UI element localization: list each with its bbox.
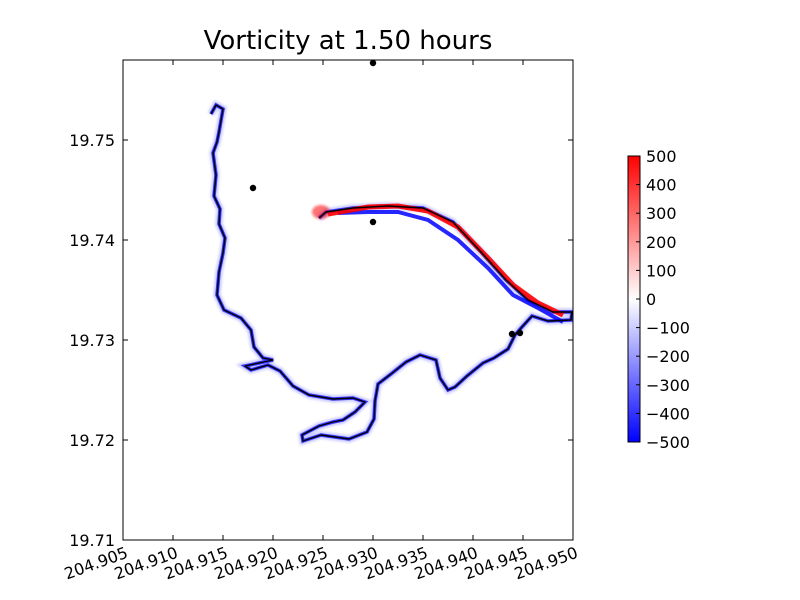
colorbar-tick-label: 200 <box>646 233 677 252</box>
gauge-point <box>369 218 377 226</box>
y-tick-label: 19.71 <box>69 531 115 550</box>
colorbar-tick-label: 300 <box>646 204 677 223</box>
colorbar-tick-label: 400 <box>646 176 677 195</box>
gauge-point <box>249 184 257 192</box>
colorbar-tick-label: −200 <box>646 347 690 366</box>
shear-tip-patch <box>312 205 330 219</box>
y-tick-label: 19.72 <box>69 431 115 450</box>
colorbar-tick-label: 0 <box>646 290 656 309</box>
colorbar-ticks: 500 400 300 200 100 0 −100 −200 −300 −400 −500 <box>636 147 690 452</box>
colorbar: 500 400 300 200 100 0 −100 −200 −300 −400 −500 <box>627 147 690 452</box>
coastline-layer <box>210 104 573 442</box>
colorbar-tick-label: −400 <box>646 404 690 423</box>
plot-frame <box>122 59 574 541</box>
plot-area <box>123 60 573 540</box>
colorbar-tick-label: 100 <box>646 261 677 280</box>
y-axis: 19.71 19.72 19.73 19.74 19.75 <box>69 131 573 550</box>
coastline <box>210 104 573 442</box>
chart-title: Vorticity at 1.50 hours <box>203 26 493 56</box>
colorbar-tick-label: −300 <box>646 376 690 395</box>
y-tick-label: 19.75 <box>69 131 115 150</box>
gauge-point <box>516 329 524 337</box>
colorbar-tick-label: −500 <box>646 433 690 452</box>
gauge-points <box>249 59 524 338</box>
breakwater-negative-band <box>337 210 564 324</box>
colorbar-tick-label: −100 <box>646 319 690 338</box>
y-tick-label: 19.74 <box>69 231 115 250</box>
y-tick-label: 19.73 <box>69 331 115 350</box>
gauge-point <box>508 330 516 338</box>
colorbar-tick-label: 500 <box>646 147 677 166</box>
